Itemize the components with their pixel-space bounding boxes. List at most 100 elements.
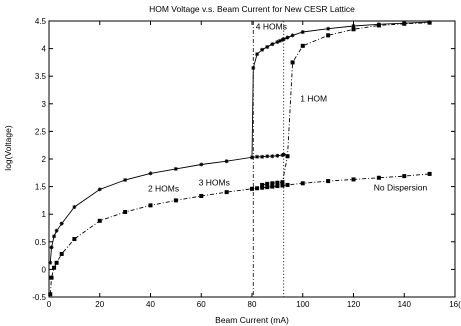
data-point-star — [97, 187, 102, 192]
data-point-square — [173, 198, 178, 203]
data-point-square — [402, 174, 407, 179]
data-point-square — [52, 265, 57, 270]
annotation-label: 4 HOMs — [256, 22, 287, 32]
x-tick-label: 140 — [398, 300, 412, 309]
data-point-square — [376, 175, 381, 180]
data-point-square — [351, 27, 356, 32]
data-point-square — [285, 154, 290, 159]
data-point-square — [326, 33, 331, 38]
data-point-star — [285, 35, 290, 40]
x-tick-label: 40 — [146, 300, 155, 309]
y-tick-label: 0.5 — [35, 238, 47, 247]
data-point-square — [290, 60, 295, 65]
y-tick-label: 2.5 — [35, 127, 47, 136]
x-axis-label: Beam Current (mA) — [215, 315, 289, 325]
data-point-star — [326, 26, 331, 31]
data-point-star — [265, 154, 270, 159]
x-tick-label: 120 — [347, 300, 361, 309]
data-point-star — [123, 177, 128, 182]
y-tick-label: 1 — [42, 210, 47, 219]
data-point-square — [275, 184, 280, 189]
data-point-star — [255, 154, 260, 159]
data-point-star — [280, 37, 285, 42]
data-point-star — [72, 205, 77, 210]
data-point-star — [148, 171, 153, 176]
y-tick-label: 4.5 — [35, 17, 47, 26]
data-point-square — [148, 203, 153, 208]
data-point-square — [270, 181, 275, 186]
y-tick-label: 4 — [42, 45, 47, 54]
data-point-star — [280, 153, 285, 158]
data-point-square — [260, 182, 265, 187]
y-tick-label: 0 — [42, 265, 47, 274]
data-point-square — [59, 251, 64, 256]
data-point-square — [250, 186, 254, 191]
x-tick-label: 80 — [248, 300, 257, 309]
data-point-star — [275, 153, 280, 158]
data-point-star — [277, 38, 282, 43]
data-point-star — [265, 44, 270, 49]
chart-title: HOM Voltage v.s. Beam Current for New CE… — [149, 4, 355, 14]
data-point-star — [260, 154, 265, 159]
data-point-square — [123, 209, 128, 214]
annotation-label: 1 HOM — [300, 93, 327, 103]
y-axis-label: log(Voltage) — [3, 125, 13, 171]
data-point-star — [281, 37, 286, 42]
series-line — [262, 22, 430, 186]
data-point-square — [260, 185, 265, 190]
data-point-star — [275, 39, 280, 44]
data-point-square — [285, 182, 290, 187]
data-point-star — [199, 162, 204, 167]
x-tick-label: 0 — [47, 300, 52, 309]
data-point-star — [250, 155, 254, 160]
data-point-square — [270, 184, 275, 189]
data-point-square — [54, 260, 59, 265]
series-line — [49, 173, 430, 295]
data-point-square — [300, 43, 305, 48]
x-tick-label: 20 — [95, 300, 104, 309]
data-point-star — [300, 30, 305, 35]
data-point-star — [351, 23, 356, 28]
x-tick-label: 100 — [296, 300, 310, 309]
data-point-star — [52, 234, 57, 239]
data-point-square — [351, 177, 356, 182]
data-point-square — [427, 20, 432, 25]
data-point-star — [224, 159, 229, 164]
annotation-label: 2 HOMs — [148, 183, 179, 193]
data-point-square — [326, 179, 331, 184]
data-point-square — [97, 218, 102, 223]
data-point-square — [402, 21, 407, 26]
data-point-star — [255, 52, 260, 57]
data-point-star — [173, 166, 178, 171]
data-point-star — [48, 260, 53, 265]
y-tick-label: 3.5 — [35, 72, 47, 81]
data-point-square — [49, 275, 54, 280]
data-point-star — [251, 65, 256, 70]
x-tick-label: 60 — [197, 300, 206, 309]
data-point-square — [255, 186, 260, 191]
data-point-star — [290, 33, 295, 38]
y-tick-label: -0.5 — [32, 293, 46, 302]
data-point-square — [224, 190, 229, 195]
data-point-square — [199, 193, 204, 198]
data-point-square — [376, 23, 381, 28]
data-point-square — [280, 180, 285, 185]
data-point-square — [72, 237, 77, 242]
data-point-square — [265, 185, 270, 190]
data-point-star — [281, 152, 286, 157]
data-point-star — [270, 42, 275, 47]
data-point-star — [270, 154, 275, 159]
series-line — [49, 21, 430, 263]
data-point-square — [265, 181, 270, 186]
annotation-label: 3 HOMs — [199, 178, 230, 188]
y-tick-label: 2 — [42, 155, 47, 164]
data-point-square — [427, 171, 432, 176]
y-tick-label: 1.5 — [35, 183, 47, 192]
data-point-star — [260, 47, 265, 52]
data-point-square — [48, 292, 53, 297]
data-point-square — [280, 183, 285, 188]
x-tick-label: 16( — [449, 300, 461, 309]
data-point-square — [300, 181, 305, 186]
y-tick-label: 3 — [42, 100, 47, 109]
